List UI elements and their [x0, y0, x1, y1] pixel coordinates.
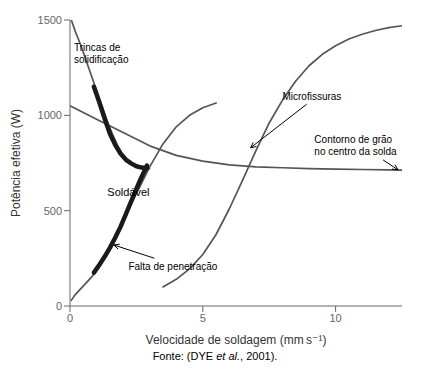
svg-text:5: 5 [200, 312, 206, 324]
svg-text:Microfissuras: Microfissuras [282, 91, 341, 102]
svg-text:Soldável: Soldável [107, 186, 149, 198]
svg-text:Velocidade de soldagem (mm s⁻¹: Velocidade de soldagem (mm s⁻¹) [146, 333, 327, 347]
svg-text:500: 500 [44, 205, 62, 217]
svg-text:Falta de penetração: Falta de penetração [128, 261, 217, 272]
svg-text:1000: 1000 [38, 109, 62, 121]
svg-text:Contorno de grãono centro da s: Contorno de grãono centro da solda [314, 134, 397, 157]
svg-text:1500: 1500 [38, 14, 62, 26]
svg-text:0: 0 [67, 312, 73, 324]
svg-text:Potência efetiva (W): Potência efetiva (W) [9, 109, 23, 217]
svg-text:10: 10 [329, 312, 341, 324]
svg-text:0: 0 [56, 300, 62, 312]
svg-text:Trincas desolidificação: Trincas desolidificação [74, 42, 129, 65]
html-text:Fonte: (DYE et al., 2001).: Fonte: (DYE et al., 2001). [152, 350, 278, 362]
